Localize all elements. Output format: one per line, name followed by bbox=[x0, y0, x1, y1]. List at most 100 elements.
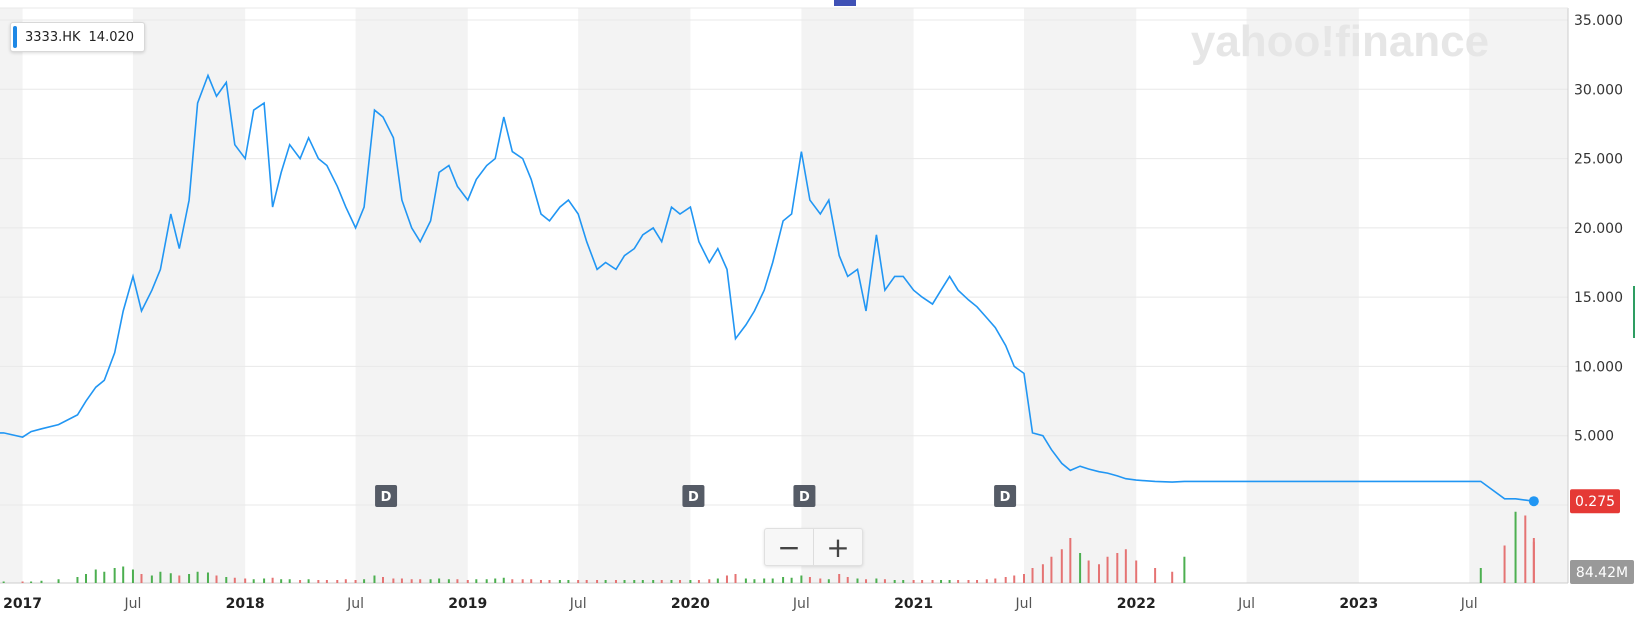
volume-bar bbox=[539, 580, 542, 583]
volume-bar bbox=[865, 579, 868, 583]
volume-bar bbox=[344, 579, 347, 583]
x-tick-label: Jul bbox=[792, 596, 810, 612]
shade-band bbox=[1246, 8, 1359, 583]
volume-bar bbox=[800, 575, 803, 583]
volume-bar bbox=[382, 577, 385, 583]
side-scroll-marker[interactable] bbox=[1633, 286, 1635, 338]
x-tick-label: Jul bbox=[346, 596, 364, 612]
volume-bar bbox=[940, 580, 943, 583]
volume-bar bbox=[159, 571, 162, 583]
volume-bar bbox=[1503, 545, 1506, 583]
x-tick-label: 2021 bbox=[894, 596, 933, 612]
volume-bar bbox=[140, 574, 143, 583]
volume-bar bbox=[150, 575, 153, 583]
x-tick-label: Jul bbox=[569, 596, 587, 612]
volume-bar bbox=[40, 580, 43, 583]
volume-bar bbox=[838, 574, 841, 583]
volume-bar bbox=[716, 578, 719, 583]
volume-bar bbox=[410, 579, 413, 583]
volume-bar bbox=[456, 579, 459, 583]
volume-bar bbox=[429, 579, 432, 583]
volume-bar bbox=[604, 580, 607, 583]
volume-bar bbox=[596, 580, 599, 583]
volume-bar bbox=[782, 577, 785, 583]
x-tick-label: 2022 bbox=[1117, 596, 1156, 612]
volume-bars bbox=[2, 511, 1535, 583]
axis-tags: 0.275 84.42M bbox=[1570, 489, 1634, 584]
volume-bar bbox=[708, 579, 711, 583]
volume-bar bbox=[502, 577, 505, 583]
volume-bar bbox=[76, 577, 79, 583]
volume-bar bbox=[103, 571, 106, 583]
volume-bar bbox=[373, 575, 376, 583]
zoom-in-button[interactable]: + bbox=[826, 530, 850, 564]
x-tick-label: 2023 bbox=[1339, 596, 1378, 612]
volume-bar bbox=[633, 580, 636, 583]
volume-bar bbox=[679, 580, 682, 583]
volume-bar bbox=[1514, 511, 1517, 583]
range-handle-marker[interactable] bbox=[834, 0, 856, 6]
legend-value: 14.020 bbox=[88, 29, 135, 45]
shade-band bbox=[578, 8, 691, 583]
volume-tag bbox=[1570, 560, 1634, 584]
volume-bar bbox=[233, 577, 236, 583]
volume-bar bbox=[1031, 568, 1034, 583]
volume-bar bbox=[252, 579, 255, 583]
x-tick-label: Jul bbox=[1460, 596, 1478, 612]
volume-bar bbox=[131, 569, 134, 583]
dividend-badge bbox=[682, 485, 705, 507]
volume-bar bbox=[856, 578, 859, 583]
volume-bar bbox=[567, 580, 570, 583]
volume-bar bbox=[846, 577, 849, 583]
volume-bar bbox=[744, 578, 747, 583]
volume-bar bbox=[400, 578, 403, 583]
volume-bar bbox=[1004, 577, 1007, 583]
volume-bar bbox=[931, 580, 934, 583]
volume-bar bbox=[1479, 568, 1482, 583]
volume-bar bbox=[875, 578, 878, 583]
volume-bar bbox=[94, 569, 97, 583]
volume-bar bbox=[392, 578, 395, 583]
volume-bar bbox=[623, 580, 626, 583]
volume-bar bbox=[466, 580, 469, 583]
volume-bar bbox=[178, 575, 181, 583]
volume-bar bbox=[1087, 560, 1090, 583]
volume-bar bbox=[84, 574, 87, 583]
x-tick-label: Jul bbox=[1015, 596, 1033, 612]
volume-bar bbox=[225, 577, 228, 583]
volume-bar bbox=[1098, 564, 1101, 583]
volume-bar bbox=[336, 580, 339, 583]
shade-band bbox=[801, 8, 914, 583]
volume-bar bbox=[790, 577, 793, 583]
volume-bar bbox=[511, 579, 514, 583]
volume-bar bbox=[1124, 549, 1127, 583]
volume-bar bbox=[169, 573, 172, 583]
volume-bar bbox=[1041, 564, 1044, 583]
volume-bar bbox=[494, 578, 497, 583]
volume-bar bbox=[883, 579, 886, 583]
volume-bar bbox=[1116, 553, 1119, 583]
volume-bar bbox=[244, 578, 247, 583]
y-tick-label: 25.000 bbox=[1574, 152, 1623, 168]
price-series-line bbox=[0, 73, 1534, 502]
volume-bar bbox=[447, 579, 450, 583]
volume-bar bbox=[317, 580, 320, 583]
shade-band bbox=[1469, 8, 1568, 583]
last-price-tag-label: 0.275 bbox=[1575, 494, 1615, 510]
volume-bar bbox=[967, 580, 970, 583]
volume-bar bbox=[206, 572, 209, 583]
volume-bar bbox=[985, 579, 988, 583]
zoom-out-button[interactable]: − bbox=[777, 530, 801, 564]
volume-bar bbox=[725, 575, 728, 583]
volume-bar bbox=[771, 578, 774, 583]
symbol-legend[interactable]: 3333.HK 14.020 bbox=[10, 22, 146, 52]
volume-bar bbox=[585, 580, 588, 583]
last-price-tag bbox=[1570, 489, 1620, 514]
volume-bar bbox=[902, 580, 905, 583]
volume-bar bbox=[21, 581, 24, 583]
volume-bar bbox=[753, 579, 756, 583]
volume-bar bbox=[921, 580, 924, 583]
volume-bar bbox=[1022, 574, 1025, 583]
